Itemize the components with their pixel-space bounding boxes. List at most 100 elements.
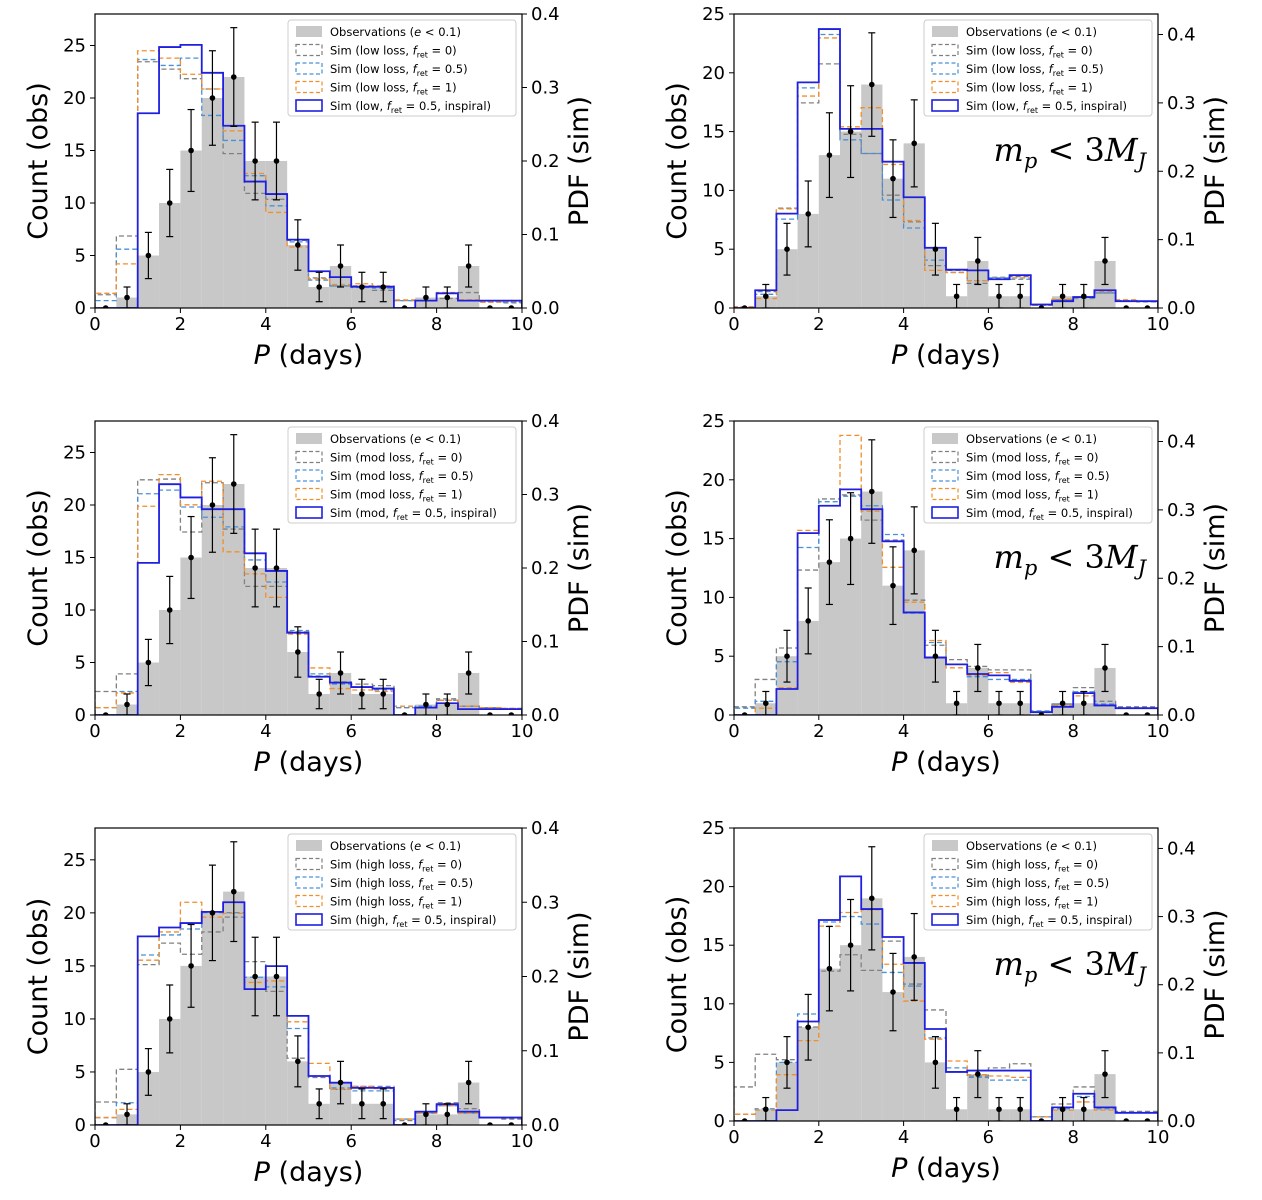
obs-bar <box>244 976 266 1125</box>
obs-point <box>911 954 917 960</box>
legend-obs-label: Observations (e < 0.1) <box>330 839 461 853</box>
obs-point <box>508 1122 515 1125</box>
legend: Observations (e < 0.1)Sim (low loss, fre… <box>287 19 517 117</box>
y-left-tick-label: 10 <box>702 180 725 201</box>
legend-series-label: Sim (mod loss, fret = 0) <box>330 451 463 467</box>
obs-point <box>1059 700 1066 707</box>
sim-step-line <box>734 488 1158 715</box>
obs-point <box>784 246 790 252</box>
obs-bar <box>882 992 904 1121</box>
legend-text: Sim (low loss, <box>966 62 1049 76</box>
x-axis-label: P (days) <box>254 1157 364 1188</box>
obs-bar <box>287 245 309 308</box>
obs-point <box>209 502 216 508</box>
annotation-subscript: p <box>1024 963 1037 987</box>
legend-math: f <box>1055 488 1061 502</box>
legend-text: Sim (high loss, <box>966 858 1054 872</box>
y-left-tick-label: 10 <box>702 994 725 1015</box>
y-left-tick-label: 15 <box>702 122 725 143</box>
legend-obs-swatch <box>296 840 322 851</box>
y-right-tick-label: 0.4 <box>531 4 560 25</box>
y-left-axis-label: Count (obs) <box>662 896 693 1054</box>
y-left-axis-label: Count (obs) <box>23 898 54 1056</box>
legend-math: f <box>1023 99 1029 113</box>
legend-math: f <box>418 858 424 872</box>
sim-step-line <box>95 901 522 1125</box>
legend-text: = 0.5, inspiral) <box>402 99 491 113</box>
obs-point <box>252 973 258 980</box>
obs-point <box>975 665 981 671</box>
obs-point <box>741 1118 748 1121</box>
legend-series-swatch <box>931 99 959 112</box>
legend-series-label: Sim (high loss, fret = 1) <box>966 895 1098 911</box>
legend-text: = 0) <box>1069 858 1098 872</box>
obs-bar <box>201 505 224 715</box>
y-left-tick-label: 20 <box>702 63 725 84</box>
legend-subscript: ret <box>417 69 428 78</box>
legend-subscript: ret <box>1053 88 1064 97</box>
legend-math: f <box>413 81 419 95</box>
chart-panel-top-left: 0 2 4 6 8 10 0 5 10 15 20 25 0.0 0.1 0.2 0.3 0.4 P (days)… <box>23 4 595 371</box>
obs-bar <box>903 956 925 1121</box>
annotation-text: < 3 <box>1037 131 1105 169</box>
y-right-tick-label: 0.3 <box>1167 93 1196 114</box>
legend-series-swatch <box>295 487 323 501</box>
legend-math: e <box>1050 839 1057 853</box>
obs-point <box>911 140 917 147</box>
y-left-tick-label: 25 <box>702 411 725 432</box>
legend-obs-swatch <box>932 26 958 37</box>
x-tick-label: 4 <box>898 314 909 335</box>
legend-subscript: ret <box>423 476 434 485</box>
x-tick-label: 4 <box>898 721 909 742</box>
obs-point <box>1102 665 1108 671</box>
obs-point <box>316 691 322 697</box>
y-right-tick-label: 0.1 <box>531 1041 560 1062</box>
legend-math: f <box>1054 876 1060 890</box>
y-left-tick-label: 5 <box>75 653 86 674</box>
obs-point <box>401 1122 408 1125</box>
legend-series-swatch <box>931 913 959 926</box>
legend-text: Sim (mod loss, <box>330 469 419 483</box>
x-tick-label: 6 <box>345 1131 356 1152</box>
obs-point <box>273 158 280 164</box>
legend-series-label: Sim (low loss, fret = 1) <box>966 81 1093 97</box>
legend-text: Sim (high, <box>330 913 392 927</box>
annotation-text: m <box>994 945 1024 983</box>
y-left-tick-label: 15 <box>63 956 86 977</box>
x-tick-label: 0 <box>728 314 739 335</box>
legend-series-label: Sim (high loss, fret = 0.5) <box>966 876 1109 892</box>
axes-frame <box>733 827 1159 1122</box>
legend-subscript: ret <box>391 106 402 115</box>
legend-series-swatch <box>931 506 959 519</box>
obs-point <box>869 81 875 88</box>
legend-obs-swatch <box>296 433 322 444</box>
legend-series-label: Sim (mod loss, fret = 0.5) <box>966 469 1110 485</box>
x-tick-label: 10 <box>511 314 534 335</box>
obs-point <box>465 670 472 676</box>
legend-text: Sim (high loss, <box>966 895 1054 909</box>
obs-bar <box>903 143 925 308</box>
legend-subscript: ret <box>422 902 433 911</box>
y-right-axis-label: PDF (sim) <box>564 911 595 1041</box>
obs-point <box>996 293 1002 300</box>
legend-text: Observations ( <box>330 839 414 853</box>
legend-subscript: ret <box>1032 920 1043 929</box>
legend-math: f <box>1049 44 1055 58</box>
obs-point <box>1059 293 1066 300</box>
legend-text: Sim (mod loss, <box>966 469 1055 483</box>
obs-point <box>932 1059 939 1066</box>
legend-series-swatch <box>931 487 959 501</box>
x-axis-variable: P <box>891 340 908 371</box>
x-tick-label: 10 <box>511 1131 534 1152</box>
x-axis-unit: (days) <box>270 747 363 778</box>
chart-panel-top-right: 0 2 4 6 8 10 0 5 10 15 20 25 0.0 0.1 0.2 0.3 0.4 P (days)… <box>662 4 1231 371</box>
legend-obs-label: Observations (e < 0.1) <box>330 432 461 446</box>
legend-text: = 1) <box>1064 81 1093 95</box>
legend-series-label: Sim (high loss, fret = 1) <box>330 895 462 911</box>
legend-series-swatch <box>295 43 323 57</box>
x-axis-variable: P <box>254 340 271 371</box>
obs-bar <box>159 203 181 308</box>
legend-text: = 1) <box>428 81 457 95</box>
obs-point <box>805 618 811 624</box>
y-right-tick-label: 0.0 <box>531 298 560 319</box>
